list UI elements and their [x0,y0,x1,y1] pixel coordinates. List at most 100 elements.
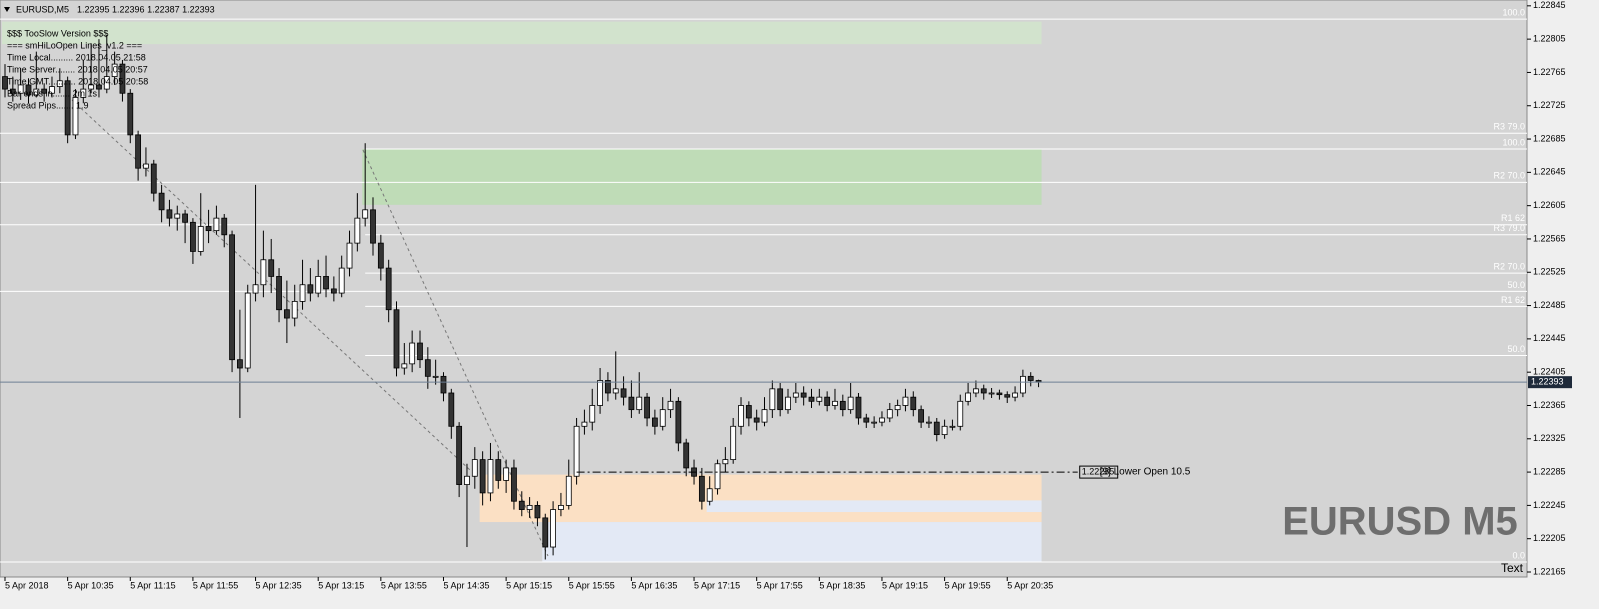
candle-body [745,405,752,419]
candle-body [487,459,494,494]
candle-body [902,396,909,406]
level-label: R3 79.0 [1493,122,1525,132]
candle-body [479,459,486,494]
y-tick-label: 1.22685 [1533,133,1566,143]
y-tick-label: 1.22845 [1533,0,1566,10]
candle-body [49,86,55,94]
watermark: EURUSD M5 [1282,500,1518,544]
candle-body [276,276,282,311]
candle-body [1020,375,1026,394]
info-line: Time Local......... 2018.04.05 21:58 [7,52,146,62]
candle-body [17,84,24,94]
candle-body [996,392,1003,396]
candle-body [933,421,940,436]
candle-body [111,63,118,78]
zone [2,21,1042,45]
candle-body [174,213,181,219]
candle-body [542,517,549,548]
candle-body [855,396,862,419]
candle-body [573,425,580,477]
candle-body [518,500,525,510]
y-tick-label: 1.22205 [1533,533,1566,543]
candle-body [299,284,306,302]
candle-body [785,396,791,411]
y-tick-label: 1.22245 [1533,500,1566,510]
header-quote: 1.22395 1.22396 1.22387 1.22393 [77,4,215,14]
candle-body [315,276,322,294]
candle-body [965,392,971,402]
candle-body [330,288,337,294]
candle-body [346,242,353,269]
last-price-tag [1528,376,1572,389]
candle-body [127,92,134,136]
candles [2,34,1042,560]
candle-body [761,409,768,423]
level-label: 50.0 [1507,344,1525,354]
level-label: 50.0 [1507,280,1525,290]
info-line: Time Server........ 2018.04.05 20:57 [7,64,148,74]
candle-body [628,396,635,411]
x-tick-label: 5 Apr 13:15 [318,580,364,590]
zones [2,21,1042,563]
candle-body [800,392,807,398]
candle-body [816,396,823,402]
x-tick-label: 5 Apr 20:35 [1007,580,1053,590]
x-tick-label: 5 Apr 15:15 [506,580,552,590]
x-tick-label: 5 Apr 19:15 [882,580,928,590]
overlay: 1.22285[9] Lower Open 10.5 $$$ TooSlow Ve… [0,28,1527,479]
candle-body [698,475,705,502]
zone [479,474,1042,523]
zone [542,522,1042,563]
candle-body [2,76,8,90]
candle-body [291,301,298,319]
y-tick-label: 1.22285 [1533,466,1566,476]
candle-body [362,209,369,219]
candle-body [135,134,142,169]
candle-body [651,417,658,427]
candle-body [205,226,212,232]
candle-body [213,217,220,232]
candle-body [659,409,666,427]
candle-body [988,392,995,395]
candle-body [839,400,846,411]
candle-body [1004,394,1011,398]
candle-body [385,267,392,311]
y-tick-label: 1.22405 [1533,367,1566,377]
price-box [1079,465,1119,479]
candle-body [33,88,40,96]
candle-body [620,388,627,398]
candle-body [393,309,400,369]
candle-body [738,405,744,427]
candle-body [503,467,510,481]
y-tick-label: 1.22365 [1533,400,1566,410]
candle-body [918,409,925,423]
candle-body [769,388,776,411]
x-tick-label: 5 Apr 11:55 [193,580,238,590]
y-tick-label: 1.22525 [1533,267,1566,277]
candle-body [323,276,329,290]
candle-body [612,388,619,394]
info-line: Bar ends in....... 2m 1s [7,88,98,98]
candle-body [409,342,416,365]
x-tick-label: 5 Apr 18:35 [819,580,865,590]
candle-body [636,396,643,411]
y-tick-label: 1.22645 [1533,167,1566,177]
collapse-arrow[interactable] [4,7,10,12]
candle-body [432,375,439,378]
candle-body [847,396,854,411]
candle-body [401,363,408,369]
candle-body [495,459,502,481]
info-line: Spread Pips....... 1.9 [7,100,89,110]
y-tick-label: 1.22765 [1533,67,1566,77]
x-tick-label: 5 Apr 15:55 [569,580,615,590]
candle-body [283,309,290,319]
x-tick-label: 5 Apr 17:55 [757,580,803,590]
candle-body [96,84,102,90]
level-label: R1 62 [1501,295,1525,305]
x-tick-label: 5 Apr 16:35 [631,580,677,590]
level-label: 100.0 [1502,137,1525,147]
candle-body [464,475,470,485]
annotation-text: [9] Lower Open 10.5 [1100,467,1191,478]
y-tick-label: 1.22165 [1533,566,1566,576]
